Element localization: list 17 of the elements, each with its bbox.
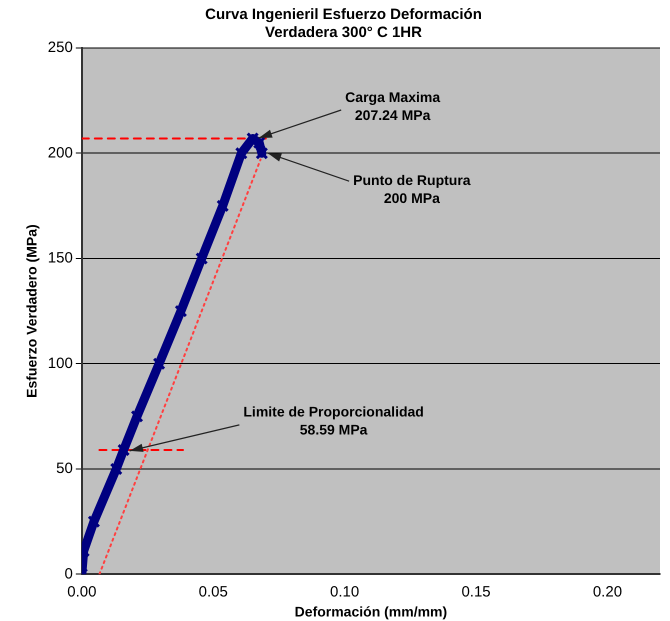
y-tick-label: 150 xyxy=(48,250,73,267)
y-tick-label: 250 xyxy=(48,39,73,56)
y-tick-label: 100 xyxy=(48,354,73,372)
x-tick-label: 0.05 xyxy=(198,583,228,600)
y-axis-title: Esfuerzo Verdadero (MPa) xyxy=(23,224,40,398)
annotation: Limite de Proporcionalidad 58.59 MPa xyxy=(243,404,424,438)
x-axis-title: Deformación (mm/mm) xyxy=(294,603,448,620)
x-tick-label: 0.00 xyxy=(67,583,96,600)
x-tick-label: 0.20 xyxy=(592,583,622,600)
y-tick-label: 0 xyxy=(64,565,73,582)
annotation: Carga Maxima 207.24 MPa xyxy=(345,88,440,123)
annotation: Punto de Ruptura 200 MPa xyxy=(353,172,471,206)
x-tick-label: 0.15 xyxy=(461,583,491,600)
y-tick-label: 200 xyxy=(48,144,73,162)
x-tick-label: 0.10 xyxy=(330,583,360,600)
y-tick-label: 50 xyxy=(56,460,73,478)
chart-title: Curva Ingenieril Esfuerzo Deformación Verdadera 300° C 1HR xyxy=(205,6,482,42)
